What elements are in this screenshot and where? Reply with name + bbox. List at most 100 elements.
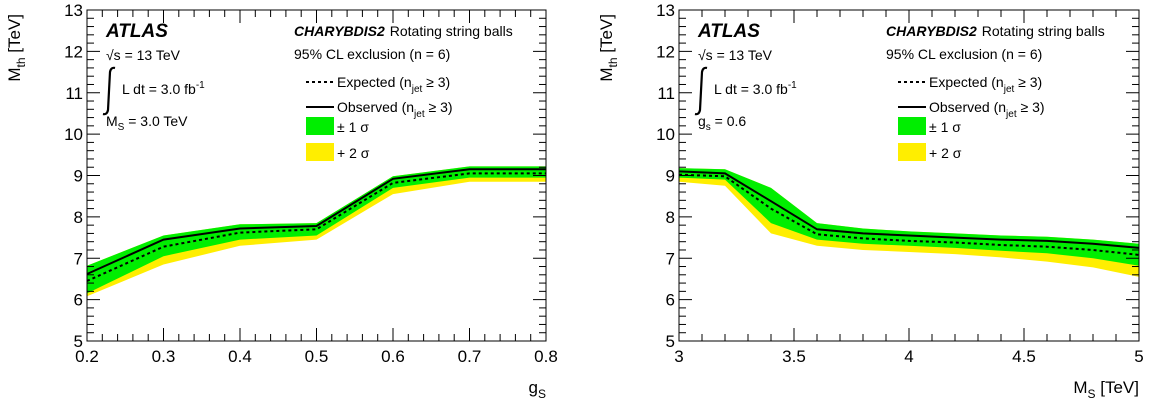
legend-observed-sub: jet [1005, 109, 1017, 120]
x-axis-title: gS [529, 378, 546, 401]
lumi-label: L dt = 3.0 fb-1 [714, 80, 797, 97]
x-tick-label: 0.8 [534, 347, 558, 366]
legend-expected-sub: jet [411, 84, 423, 95]
legend-observed: Observed (njet ≥ 3) [929, 99, 1045, 120]
y-tick-label: 8 [74, 208, 83, 227]
legend-expected-rest: ≥ 3) [1014, 74, 1042, 90]
expected-line [678, 173, 1140, 256]
model-desc: Rotating string balls [390, 23, 513, 39]
y-tick-label: 11 [657, 84, 675, 103]
x-tick-label: 0.6 [381, 347, 405, 366]
legend-expected-rest: ≥ 3) [422, 74, 450, 90]
y-tick-label: 6 [666, 291, 675, 310]
integral-icon [694, 66, 708, 116]
model-label: CHARYBDIS2 Rotating string balls [294, 23, 513, 39]
experiment-label: ATLAS [105, 21, 168, 42]
y-tick-label: 10 [64, 125, 83, 144]
x-tick-label: 0.7 [458, 347, 482, 366]
y-tick-label: 9 [74, 167, 83, 186]
observed-line [86, 168, 546, 275]
param-main: g [698, 113, 706, 129]
y-tick-label: 12 [656, 42, 675, 61]
legend-expected: Expected (njet ≥ 3) [929, 74, 1042, 95]
fixed-parameter-label: MS = 3.0 TeV [106, 113, 188, 133]
legend-sigma1: ± 1 σ [337, 119, 369, 135]
y-tick-label: 7 [666, 249, 675, 268]
param-rest: = 3.0 TeV [124, 113, 188, 129]
model-desc: Rotating string balls [982, 23, 1105, 39]
param-sub: S [118, 122, 125, 133]
x-axis-title: MS [TeV] [1073, 378, 1139, 401]
x-tick-label: 3.5 [782, 347, 806, 366]
legend-sigma2-swatch [898, 143, 926, 161]
legend-expected-main: Expected (n [337, 74, 412, 90]
energy-label: √s = 13 TeV [698, 47, 773, 63]
y-axis-title-main: M [5, 67, 24, 81]
y-axis-title-main: M [597, 67, 616, 81]
x-axis-title-main: g [529, 378, 538, 397]
y-tick-label: 12 [64, 42, 83, 61]
y-axis-title-rest: [TeV] [5, 14, 24, 57]
observed-line [678, 170, 1140, 249]
legend-sigma2-swatch [306, 143, 334, 161]
model-label: CHARYBDIS2 Rotating string balls [886, 23, 1105, 39]
model-name: CHARYBDIS2 [886, 23, 977, 39]
y-tick-label: 6 [74, 291, 83, 310]
energy-label: √s = 13 TeV [106, 47, 181, 63]
expected-line [86, 172, 546, 282]
legend-sigma2: + 2 σ [929, 145, 962, 161]
chart-panel-1: 5 6 7 8 9 10 11 12 13 0.2 0.3 0.4 0.5 0.6 0.7 0.8 Mth [T… [5, 1, 558, 401]
integral-icon [102, 66, 116, 116]
y-tick-label: 13 [64, 1, 83, 20]
y-tick-label: 10 [656, 125, 675, 144]
legend-sigma1: ± 1 σ [929, 119, 961, 135]
sigma1-band [87, 166, 546, 294]
x-tick-label: 0.2 [75, 347, 99, 366]
exclusion-label: 95% CL exclusion (n = 6) [294, 46, 450, 62]
lumi-label: L dt = 3.0 fb-1 [122, 80, 205, 97]
lumi-exponent: -1 [788, 80, 797, 91]
legend-expected-main: Expected (n [929, 74, 1004, 90]
x-axis-title-main: M [1073, 378, 1087, 397]
model-name: CHARYBDIS2 [294, 23, 385, 39]
legend-observed: Observed (njet ≥ 3) [337, 99, 453, 120]
y-tick-label: 5 [666, 332, 675, 351]
legend-observed-rest: ≥ 3) [1017, 99, 1045, 115]
legend-expected: Expected (njet ≥ 3) [337, 74, 450, 95]
x-tick-label: 4.5 [1012, 347, 1036, 366]
sigma1-band [679, 168, 1139, 266]
y-axis-title: Mth [TeV] [597, 14, 620, 82]
legend-expected-sub: jet [1003, 84, 1015, 95]
y-tick-label: 7 [74, 249, 83, 268]
y-axis-title-text: Mth [TeV] [5, 14, 28, 82]
x-tick-label: 0.3 [152, 347, 176, 366]
y-axis-title-text: Mth [TeV] [597, 14, 620, 82]
legend-sigma2: + 2 σ [337, 145, 370, 161]
y-tick-label: 9 [666, 167, 675, 186]
legend-observed-main: Observed (n [337, 99, 414, 115]
param-sub: s [706, 122, 711, 133]
y-tick-label: 13 [656, 1, 675, 20]
fixed-parameter-label: gs = 0.6 [698, 113, 746, 133]
experiment-label: ATLAS [697, 21, 760, 42]
y-axis-title-sub: th [14, 57, 28, 67]
lumi-prefix: L dt = 3.0 fb [714, 81, 788, 97]
x-axis-title-rest: [TeV] [1096, 378, 1139, 397]
legend-observed-sub: jet [413, 109, 425, 120]
lumi-exponent: -1 [196, 80, 205, 91]
y-axis-title-sub: th [606, 57, 620, 67]
y-axis-title-rest: [TeV] [597, 14, 616, 57]
y-tick-label: 5 [74, 332, 83, 351]
exclusion-label: 95% CL exclusion (n = 6) [886, 46, 1042, 62]
x-axis-title-sub: S [1088, 387, 1096, 401]
x-tick-label: 0.4 [228, 347, 252, 366]
legend-sigma1-swatch [306, 117, 334, 135]
x-tick-label: 3 [674, 347, 683, 366]
x-tick-label: 5 [1134, 347, 1143, 366]
lumi-prefix: L dt = 3.0 fb [122, 81, 196, 97]
param-main: M [106, 113, 118, 129]
x-axis-title-sub: S [538, 387, 546, 401]
y-tick-label: 8 [666, 208, 675, 227]
